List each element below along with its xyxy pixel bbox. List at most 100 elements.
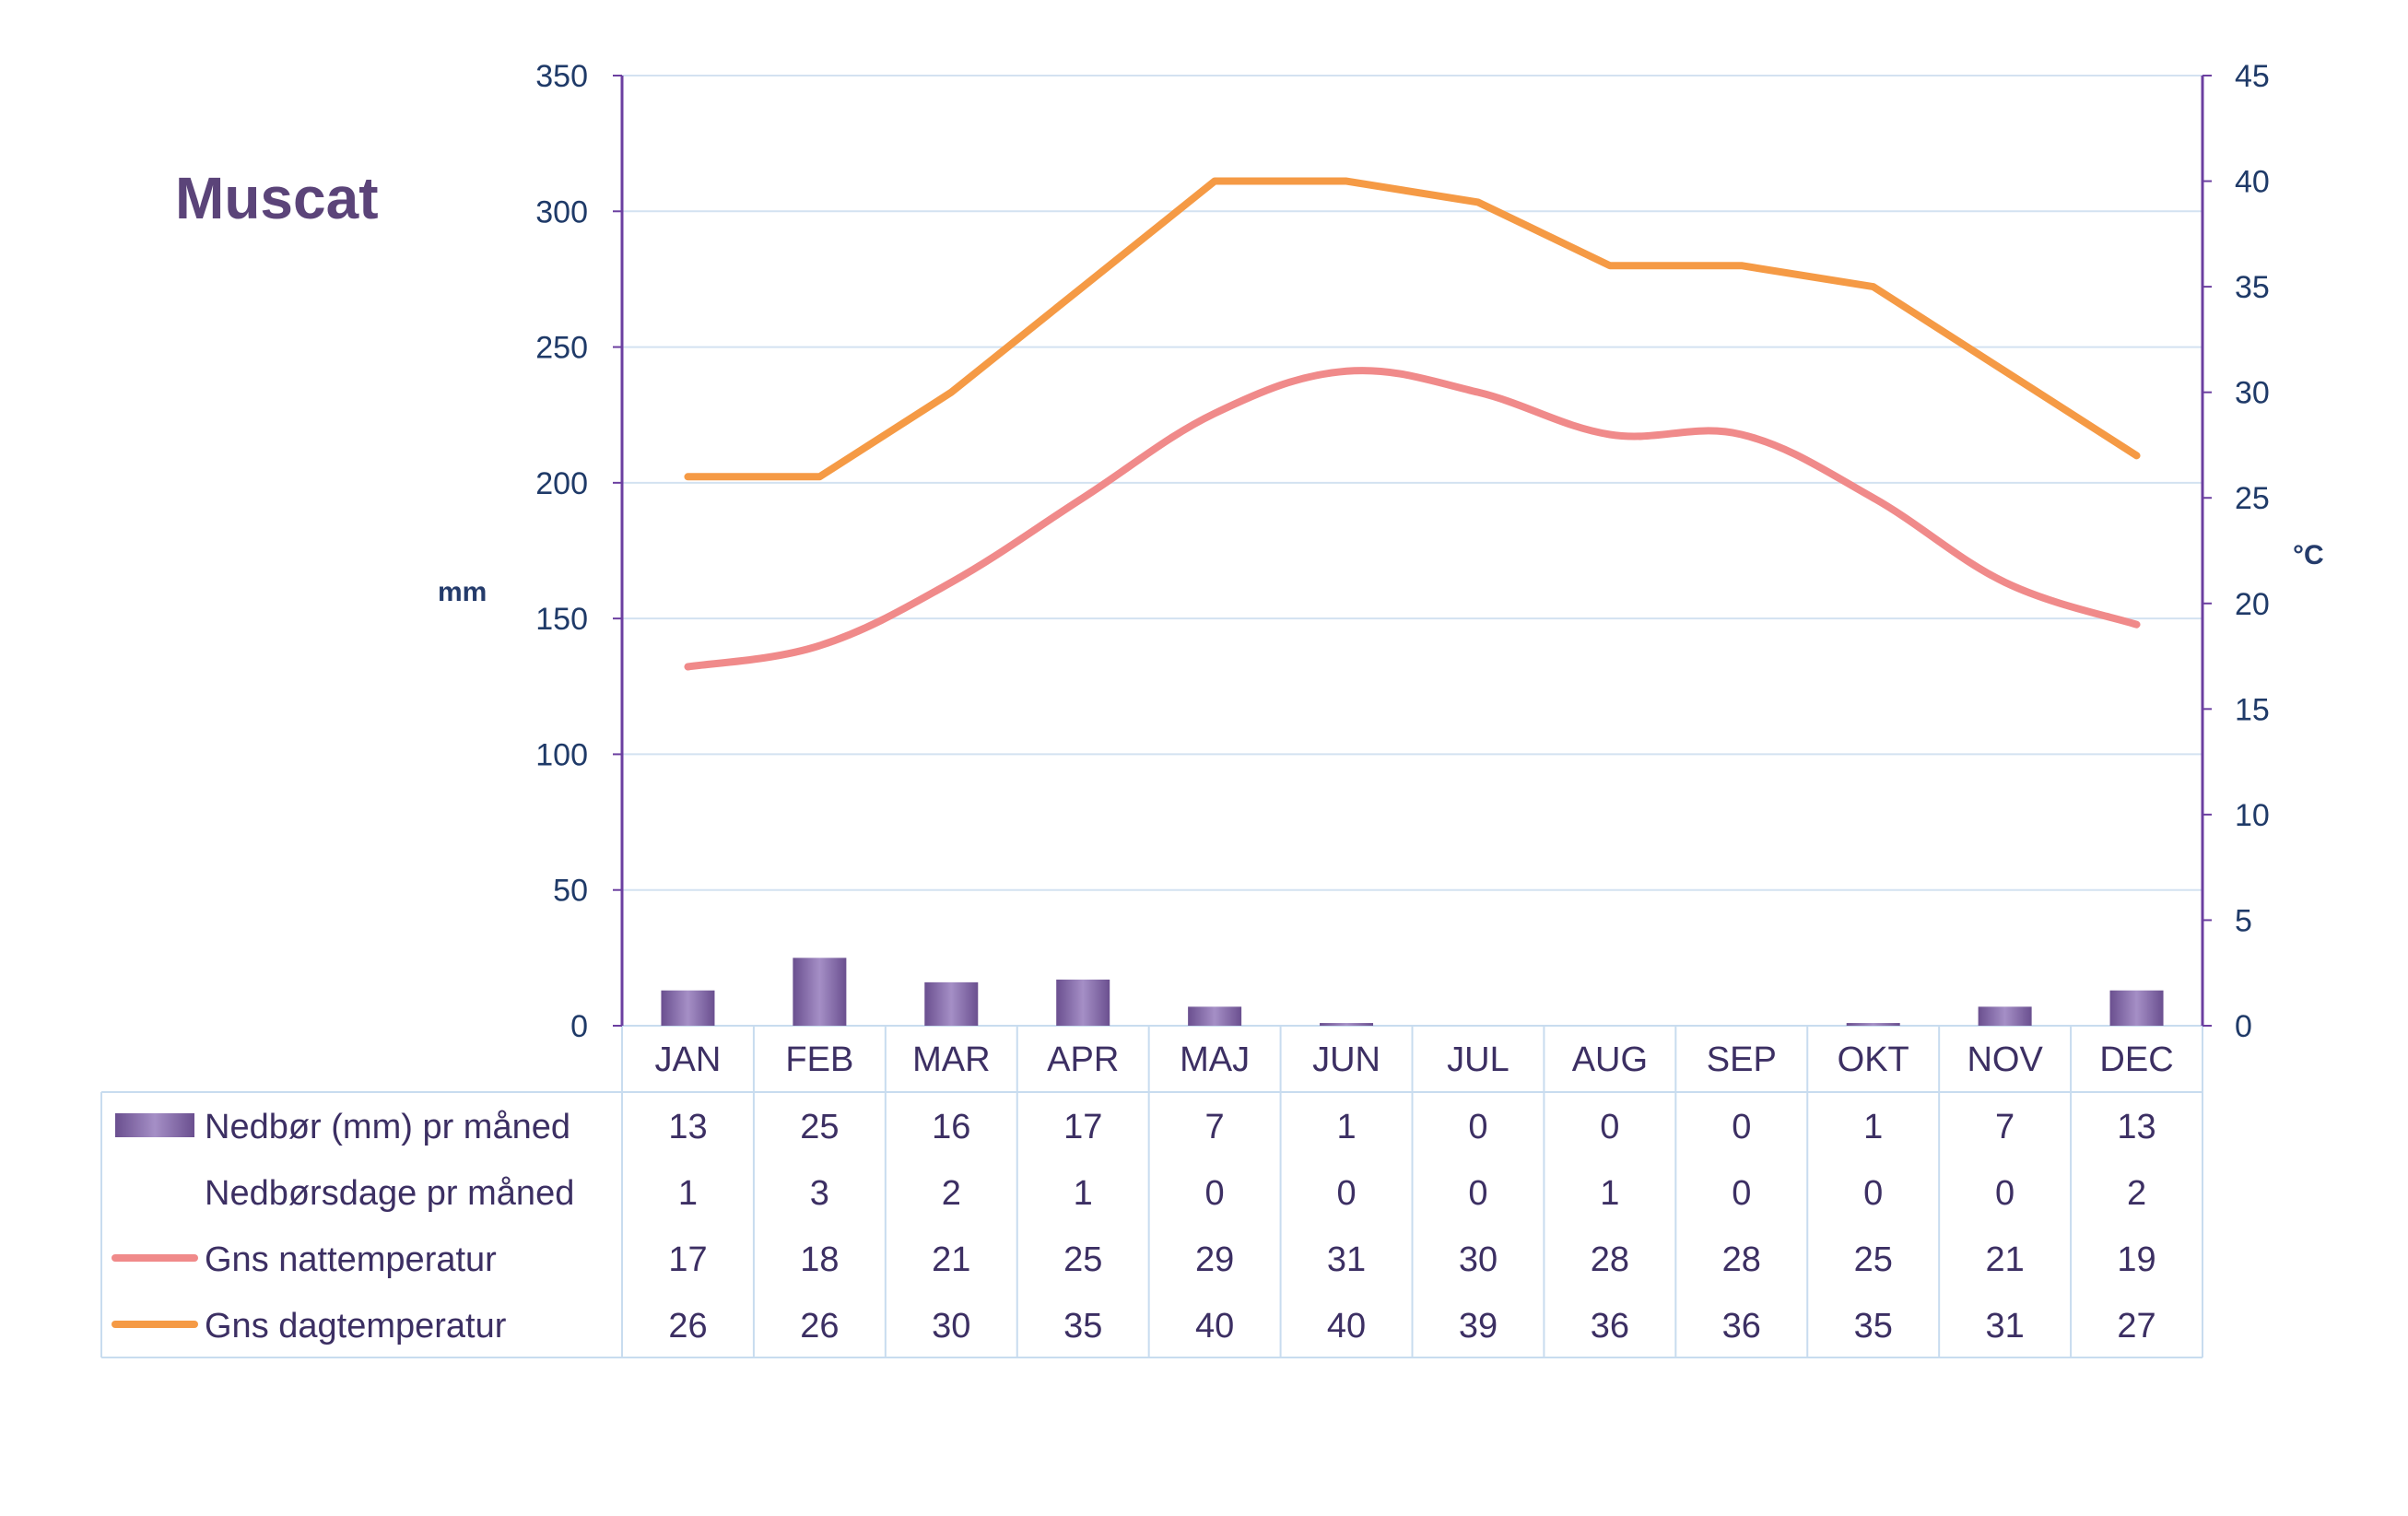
right-tick-label: 45 <box>2235 59 2270 94</box>
night-temp-point <box>1608 433 1611 436</box>
table-cell: 36 <box>1722 1307 1761 1346</box>
precip-bar <box>2109 990 2164 1026</box>
day-temp-line <box>684 177 2141 481</box>
table-cell: 0 <box>1995 1174 2014 1213</box>
table-cell: 1 <box>678 1174 698 1213</box>
table-cell: 0 <box>1732 1108 1751 1146</box>
gridlines <box>622 75 2202 891</box>
night-temp-point <box>1872 497 1874 499</box>
right-tick-label: 30 <box>2235 376 2270 411</box>
category-label: APR <box>1047 1040 1119 1079</box>
table-cell: 29 <box>1195 1240 1234 1279</box>
legend-swatch-precip <box>115 1113 194 1137</box>
day-temp-point <box>2135 454 2138 457</box>
category-label: JAN <box>655 1040 722 1079</box>
day-temp-point <box>950 391 953 394</box>
precip-bar <box>1320 1023 1374 1026</box>
right-tick-label: 5 <box>2235 903 2252 938</box>
table-cell: 21 <box>1985 1240 2024 1279</box>
table-legend: Nedbør (mm) pr måned Nedbørsdage pr måned… <box>112 1108 574 1346</box>
table-cell: 1 <box>1074 1174 1093 1213</box>
night-temp-point <box>1476 391 1479 394</box>
category-label: SEP <box>1707 1040 1777 1079</box>
night-temp-point <box>818 644 821 647</box>
right-axis-label: °C <box>2293 540 2324 570</box>
night-temp-point <box>1082 497 1085 499</box>
right-tick-label: 20 <box>2235 587 2270 622</box>
night-temp-point <box>950 581 953 583</box>
table-cell: 27 <box>2117 1307 2155 1346</box>
night-temp-line <box>684 367 2141 671</box>
table-cell: 40 <box>1195 1307 1234 1346</box>
table-cell: 31 <box>1985 1307 2024 1346</box>
left-tick-label: 100 <box>535 737 588 772</box>
right-tick-label: 35 <box>2235 270 2270 305</box>
left-tick-label: 200 <box>535 466 588 501</box>
table-cell: 30 <box>932 1307 970 1346</box>
table-cell: 0 <box>1205 1174 1225 1213</box>
table-cell: 31 <box>1327 1240 1366 1279</box>
category-label: FEB <box>785 1040 853 1079</box>
left-tick-label: 350 <box>535 59 588 94</box>
precip-bar <box>1846 1023 1900 1026</box>
table-cell: 36 <box>1591 1307 1629 1346</box>
category-label: NOV <box>1967 1040 2043 1079</box>
night-temp-point <box>2135 623 2138 626</box>
category-label: AUG <box>1572 1040 1648 1079</box>
table-cell: 1 <box>1863 1108 1883 1146</box>
night-temp-point <box>1740 433 1743 436</box>
right-tick-label: 25 <box>2235 481 2270 516</box>
legend-label: Gns dagtemperatur <box>205 1307 507 1346</box>
table-cell: 7 <box>1205 1108 1225 1146</box>
table-cell: 26 <box>800 1307 839 1346</box>
table-cell: 35 <box>1854 1307 1893 1346</box>
precip-bar <box>1978 1006 2032 1026</box>
table-cell: 0 <box>1863 1174 1883 1213</box>
table-cell: 16 <box>932 1108 970 1146</box>
table-cell: 21 <box>932 1240 970 1279</box>
day-temp-point <box>818 476 821 478</box>
precip-bar <box>1056 979 1110 1026</box>
category-label: OKT <box>1838 1040 1909 1079</box>
night-temp-point <box>2003 581 2006 583</box>
category-label: MAR <box>912 1040 990 1079</box>
table-cell: 0 <box>1600 1108 1619 1146</box>
table-cell: 0 <box>1468 1108 1487 1146</box>
table-cell: 28 <box>1722 1240 1761 1279</box>
table-cell: 17 <box>1063 1108 1102 1146</box>
category-label: MAJ <box>1180 1040 1250 1079</box>
table-cell: 2 <box>942 1174 961 1213</box>
legend-label: Gns nattemperatur <box>205 1240 497 1279</box>
table-cell: 1 <box>1600 1174 1619 1213</box>
category-label: DEC <box>2099 1040 2173 1079</box>
right-tick-label: 40 <box>2235 165 2270 200</box>
night-temp-point <box>687 665 689 668</box>
table-cell: 25 <box>1063 1240 1102 1279</box>
day-temp-point <box>1740 264 1743 267</box>
chart-title: Muscat <box>175 165 379 231</box>
table-cell: 0 <box>1468 1174 1487 1213</box>
left-tick-label: 250 <box>535 331 588 366</box>
legend-label: Nedbørsdage pr måned <box>205 1174 574 1213</box>
precip-bar <box>793 958 847 1026</box>
night-temp-point <box>1345 370 1348 372</box>
right-tick-label: 15 <box>2235 692 2270 727</box>
table-cell: 25 <box>1854 1240 1893 1279</box>
right-tick-label: 0 <box>2235 1009 2252 1044</box>
table-cell: 28 <box>1591 1240 1629 1279</box>
left-tick-label: 300 <box>535 194 588 229</box>
table-cell: 39 <box>1459 1307 1498 1346</box>
day-temp-point <box>2003 370 2006 372</box>
left-tick-label: 150 <box>535 602 588 637</box>
table-cell: 0 <box>1732 1174 1751 1213</box>
table-cell: 13 <box>668 1108 707 1146</box>
night-temp-point <box>1214 412 1216 415</box>
table-cell: 26 <box>668 1307 707 1346</box>
precip-bar <box>1188 1006 1242 1026</box>
legend-label: Nedbør (mm) pr måned <box>205 1108 570 1146</box>
table-cell: 19 <box>2117 1240 2155 1279</box>
precip-bar <box>661 990 715 1026</box>
